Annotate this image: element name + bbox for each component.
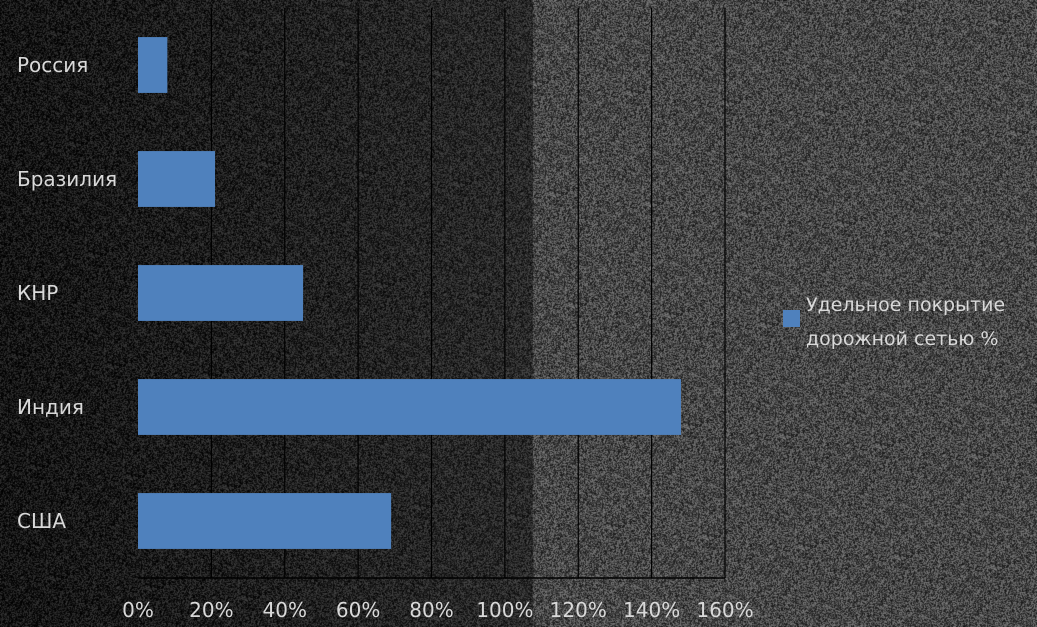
category-labels: Россия Бразилия КНР Индия США <box>17 53 117 533</box>
x-axis: 0% 20% 40% 60% 80% 100% 120% 140% 160% <box>122 577 754 622</box>
category-label: Бразилия <box>17 167 117 191</box>
category-label: КНР <box>17 281 58 305</box>
x-tick-label: 160% <box>696 598 753 622</box>
x-tick-label: 40% <box>263 598 307 622</box>
legend-swatch <box>783 310 800 327</box>
x-tick-label: 20% <box>189 598 233 622</box>
x-tick-label: 0% <box>122 598 154 622</box>
bar <box>138 493 392 549</box>
x-tick-label: 120% <box>550 598 607 622</box>
bar <box>138 265 304 321</box>
bar <box>138 151 216 207</box>
category-label: США <box>17 509 66 533</box>
x-tick-label: 80% <box>409 598 453 622</box>
legend: Удельное покрытие дорожной сетью % <box>783 294 1005 350</box>
x-tick-label: 140% <box>623 598 680 622</box>
category-label: Индия <box>17 395 84 419</box>
bars <box>138 37 681 549</box>
bar <box>138 37 168 93</box>
x-tick-label: 100% <box>476 598 533 622</box>
legend-label-line-2: дорожной сетью % <box>806 328 999 350</box>
x-tick-label: 60% <box>336 598 380 622</box>
category-label: Россия <box>17 53 88 77</box>
legend-label-line-1: Удельное покрытие <box>806 294 1005 316</box>
bar <box>138 379 681 435</box>
